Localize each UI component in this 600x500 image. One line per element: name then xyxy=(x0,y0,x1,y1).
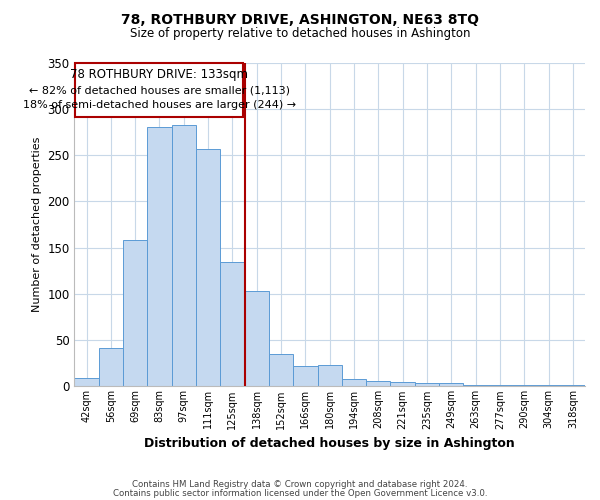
Bar xyxy=(75,62,244,117)
Bar xyxy=(415,382,439,386)
X-axis label: Distribution of detached houses by size in Ashington: Distribution of detached houses by size … xyxy=(145,437,515,450)
Text: Contains public sector information licensed under the Open Government Licence v3: Contains public sector information licen… xyxy=(113,489,487,498)
Text: 18% of semi-detached houses are larger (244) →: 18% of semi-detached houses are larger (… xyxy=(23,100,296,110)
Bar xyxy=(74,378,99,386)
Bar xyxy=(196,150,220,386)
Bar xyxy=(366,381,391,386)
Bar xyxy=(148,128,172,386)
Bar xyxy=(245,291,269,386)
Bar xyxy=(123,240,148,386)
Bar xyxy=(391,382,415,386)
Bar xyxy=(488,384,512,386)
Bar xyxy=(99,348,123,387)
Bar xyxy=(439,382,463,386)
Bar xyxy=(269,354,293,386)
Text: 78, ROTHBURY DRIVE, ASHINGTON, NE63 8TQ: 78, ROTHBURY DRIVE, ASHINGTON, NE63 8TQ xyxy=(121,12,479,26)
Y-axis label: Number of detached properties: Number of detached properties xyxy=(32,137,42,312)
Bar xyxy=(172,126,196,386)
Bar xyxy=(463,384,488,386)
Text: Contains HM Land Registry data © Crown copyright and database right 2024.: Contains HM Land Registry data © Crown c… xyxy=(132,480,468,489)
Bar xyxy=(342,379,366,386)
Bar xyxy=(317,365,342,386)
Text: Size of property relative to detached houses in Ashington: Size of property relative to detached ho… xyxy=(130,28,470,40)
Text: ← 82% of detached houses are smaller (1,113): ← 82% of detached houses are smaller (1,… xyxy=(29,86,290,96)
Text: 78 ROTHBURY DRIVE: 133sqm: 78 ROTHBURY DRIVE: 133sqm xyxy=(70,68,248,81)
Bar xyxy=(220,262,245,386)
Bar xyxy=(293,366,317,386)
